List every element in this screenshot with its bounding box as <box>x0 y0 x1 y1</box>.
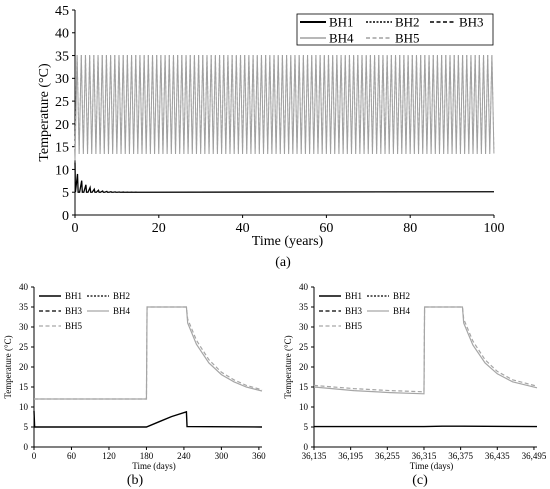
y-tick-label: 5 <box>304 422 309 432</box>
legend-label-bh1: BH1 <box>65 291 82 301</box>
x-tick-label: 36,435 <box>485 451 510 461</box>
y-axis-label: Temperature (°C) <box>283 335 293 398</box>
y-tick-label: 0 <box>24 442 29 452</box>
caption-b: (b) <box>127 473 144 488</box>
x-axis-label: Time (days) <box>410 461 453 471</box>
legend-label-bh2: BH2 <box>393 291 410 301</box>
x-tick-label: 36,315 <box>412 451 437 461</box>
legend-label-bh4: BH4 <box>393 306 411 316</box>
x-tick-label: 0 <box>32 451 37 461</box>
x-tick-label: 36,195 <box>338 451 363 461</box>
y-tick-label: 25 <box>299 342 309 352</box>
series-line-bh5 <box>34 306 263 400</box>
y-tick-label: 15 <box>19 382 29 392</box>
legend-box <box>37 291 139 337</box>
x-tick-label: 36,255 <box>375 451 400 461</box>
y-axis-label: Temperature (°C) <box>37 63 52 162</box>
legend-label-bh4: BH4 <box>113 306 131 316</box>
legend-label-bh5: BH5 <box>395 31 420 46</box>
x-axis-label: Time (days) <box>132 461 175 471</box>
x-tick-label: 360 <box>252 451 266 461</box>
x-tick-label: 300 <box>215 451 229 461</box>
legend-label-bh4: BH4 <box>329 31 354 46</box>
y-tick-label: 15 <box>299 382 309 392</box>
caption-c: (c) <box>412 473 428 488</box>
legend-label-bh3: BH3 <box>65 306 83 316</box>
x-axis-label: Time (years) <box>252 234 324 249</box>
y-tick-label: 35 <box>19 302 29 312</box>
series-line-bh4 <box>34 306 263 400</box>
x-tick-label: 80 <box>403 221 417 236</box>
x-tick-label: 40 <box>236 221 250 236</box>
series-line-bh1 <box>74 162 495 193</box>
legend-label-bh3: BH3 <box>345 306 363 316</box>
y-tick-label: 40 <box>19 282 29 292</box>
legend-label-bh3: BH3 <box>459 15 484 30</box>
y-tick-label: 5 <box>24 422 29 432</box>
series-line-bh4 <box>313 306 538 395</box>
y-tick-label: 10 <box>19 402 29 412</box>
chart-c: 0 5 10 15 20 25 30 35 40 36,135 36,195 36,255 36,315… <box>283 282 547 488</box>
y-tick-label: 10 <box>299 402 309 412</box>
x-tick-label: 240 <box>177 451 191 461</box>
x-tick-label: 100 <box>484 221 505 236</box>
y-tick-label: 35 <box>55 49 69 64</box>
legend-box <box>317 291 419 337</box>
x-tick-label: 180 <box>140 451 154 461</box>
x-tick-label: 60 <box>67 451 77 461</box>
y-tick-label: 0 <box>62 209 69 224</box>
series-line-bh4 <box>74 55 495 161</box>
x-tick-label: 36,495 <box>522 451 547 461</box>
legend-label-bh5: BH5 <box>65 321 83 331</box>
y-tick-label: 20 <box>19 362 29 372</box>
legend-label-bh1: BH1 <box>329 15 354 30</box>
x-tick-label: 120 <box>102 451 116 461</box>
legend-box <box>296 13 494 46</box>
legend-label-bh5: BH5 <box>345 321 363 331</box>
legend-label-bh2: BH2 <box>395 15 420 30</box>
legend-label-bh2: BH2 <box>113 291 130 301</box>
y-axis-label: Temperature (°C) <box>3 335 13 398</box>
y-tick-label: 40 <box>55 27 69 42</box>
y-tick-label: 35 <box>299 302 309 312</box>
x-tick-label: 60 <box>319 221 333 236</box>
y-tick-label: 20 <box>299 362 309 372</box>
x-tick-label: 36,135 <box>302 451 327 461</box>
legend-label-bh1: BH1 <box>345 291 362 301</box>
y-tick-label: 5 <box>62 186 69 201</box>
y-tick-label: 25 <box>55 95 69 110</box>
chart-a: 0 5 10 15 20 25 30 35 40 45 0 20 40 60 80 100 Time (year… <box>37 4 505 270</box>
chart-b: 0 5 10 15 20 25 30 35 40 0 60 120 180 240 300 360 Time (… <box>3 282 266 488</box>
series-line-bh1 <box>33 410 263 428</box>
y-tick-label: 30 <box>55 72 69 87</box>
x-tick-label: 20 <box>152 221 166 236</box>
x-tick-label: 0 <box>72 221 79 236</box>
y-tick-label: 0 <box>304 442 309 452</box>
y-tick-label: 45 <box>55 4 69 19</box>
caption-a: (a) <box>275 255 291 270</box>
y-tick-label: 30 <box>299 322 309 332</box>
y-tick-label: 10 <box>55 163 69 178</box>
y-tick-label: 30 <box>19 322 29 332</box>
y-tick-label: 25 <box>19 342 29 352</box>
y-tick-label: 15 <box>55 141 69 156</box>
y-tick-label: 40 <box>299 282 309 292</box>
y-tick-label: 20 <box>55 118 69 133</box>
x-tick-label: 36,375 <box>448 451 473 461</box>
